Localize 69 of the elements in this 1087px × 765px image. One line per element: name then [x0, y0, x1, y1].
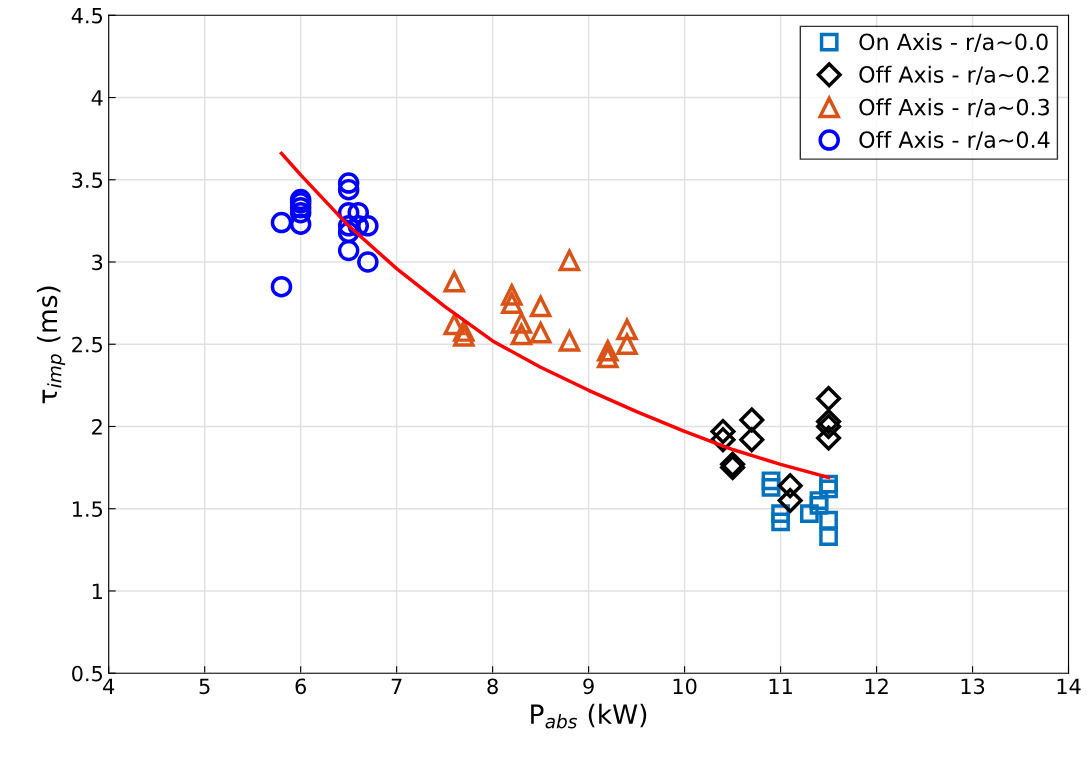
point — [337, 239, 360, 262]
point — [771, 512, 790, 532]
x-tick-label: 7 — [391, 678, 402, 694]
x-tick-label: 12 — [865, 678, 888, 694]
point — [819, 527, 838, 547]
point — [777, 487, 803, 514]
x-tick-label: 4 — [103, 678, 115, 694]
point — [289, 201, 312, 224]
point — [337, 172, 360, 194]
x-tick-label: 11 — [769, 678, 792, 694]
legend-label: On Axis - r/a~0.0 — [859, 33, 1048, 53]
point — [357, 251, 379, 273]
point — [270, 211, 293, 234]
y-axis-title: τ$_{imp}$ (ms) — [36, 286, 66, 404]
y-tick-label: 1 — [92, 583, 102, 599]
point — [442, 268, 466, 293]
x-tick-label: 9 — [583, 678, 594, 695]
y-tick-label: 1.5 — [73, 501, 103, 517]
y-tick-label: 3 — [92, 254, 103, 271]
point — [615, 316, 639, 341]
point — [289, 213, 312, 235]
x-tick-label: 13 — [961, 678, 985, 695]
point — [761, 471, 781, 491]
x-tick-label: 10 — [673, 678, 697, 695]
legend-label: Off Axis - r/a~0.2 — [859, 65, 1049, 85]
point — [739, 427, 765, 453]
y-tick-label: 2 — [92, 418, 102, 435]
point — [558, 330, 581, 352]
point — [816, 425, 842, 451]
point — [270, 275, 293, 298]
x-tick-label: 6 — [295, 678, 306, 695]
x-axis-title: P$_{abs}$ (kW) — [531, 703, 647, 729]
point — [819, 479, 838, 499]
point — [816, 409, 842, 435]
point — [710, 418, 736, 444]
point — [597, 340, 619, 362]
point — [809, 491, 829, 510]
point — [337, 178, 360, 201]
x-tick-label: 8 — [487, 678, 498, 695]
point — [819, 510, 838, 530]
point — [816, 385, 842, 412]
y-tick-label: 4 — [91, 90, 103, 106]
point — [510, 312, 533, 334]
point — [777, 473, 803, 499]
point — [557, 247, 582, 272]
point — [597, 346, 619, 369]
y-tick-label: 3.5 — [72, 172, 103, 188]
point — [357, 215, 379, 237]
point — [509, 321, 534, 346]
x-tick-label: 5 — [199, 678, 210, 695]
point — [501, 292, 523, 314]
y-tick-label: 2.5 — [72, 336, 103, 353]
y-tick-label: 0.5 — [72, 665, 103, 682]
point — [347, 201, 370, 224]
point — [529, 319, 553, 344]
x-tick-label: 14 — [1057, 678, 1081, 694]
point — [739, 407, 765, 433]
point — [816, 413, 842, 440]
point — [528, 293, 553, 318]
y-tick-label: 4.5 — [71, 8, 103, 24]
point — [799, 504, 819, 524]
point — [761, 477, 781, 497]
point — [616, 333, 638, 356]
legend-label: Off Axis - r/a~0.3 — [859, 98, 1049, 118]
point — [501, 284, 523, 306]
point — [453, 325, 475, 347]
point — [809, 496, 829, 515]
point — [453, 320, 475, 342]
legend-label: Off Axis - r/a~0.4 — [859, 130, 1050, 150]
